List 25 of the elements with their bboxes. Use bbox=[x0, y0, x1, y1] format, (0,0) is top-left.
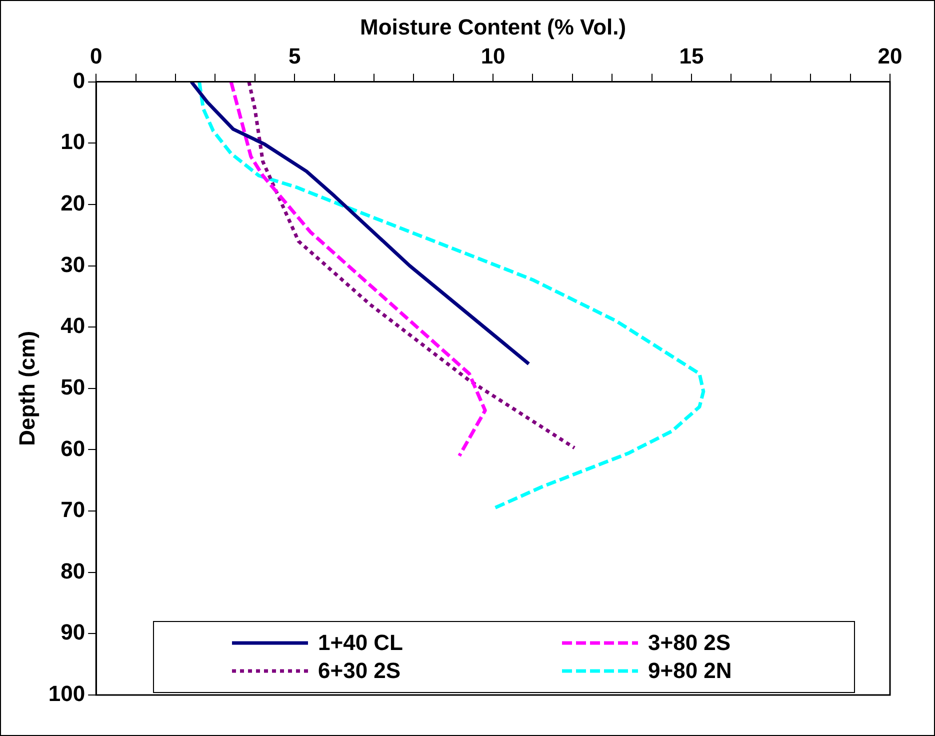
y-tick-label: 90 bbox=[60, 620, 86, 645]
line-series bbox=[229, 82, 487, 458]
legend-label: 9+80 2N bbox=[648, 657, 733, 685]
legend-label: 6+30 2S bbox=[318, 657, 402, 685]
x-tick-label: 20 bbox=[878, 44, 902, 69]
x-tick-label: 15 bbox=[679, 44, 704, 69]
legend-label: 1+40 CL bbox=[318, 629, 404, 657]
y-tick-label: 50 bbox=[60, 374, 86, 400]
x-axis-title: Moisture Content (% Vol.) bbox=[360, 14, 626, 40]
x-tick-label: 10 bbox=[480, 44, 506, 69]
legend-label: 3+80 2S bbox=[648, 629, 732, 657]
y-tick-label: 100 bbox=[48, 681, 86, 706]
y-tick-label: 80 bbox=[60, 558, 86, 584]
y-tick-label: 30 bbox=[60, 252, 86, 277]
y-tick-label: 10 bbox=[60, 129, 86, 154]
x-tick-label: 5 bbox=[288, 44, 301, 69]
y-tick-label: 70 bbox=[60, 497, 86, 522]
y-axis-title: Depth (cm) bbox=[14, 330, 40, 446]
line-series bbox=[247, 82, 576, 450]
y-tick-label: 0 bbox=[72, 68, 86, 93]
y-tick-label: 60 bbox=[60, 436, 86, 461]
y-tick-label: 40 bbox=[60, 313, 86, 338]
x-tick-label: 0 bbox=[90, 44, 102, 69]
y-tick-label: 20 bbox=[60, 190, 86, 216]
line-series bbox=[198, 82, 706, 511]
